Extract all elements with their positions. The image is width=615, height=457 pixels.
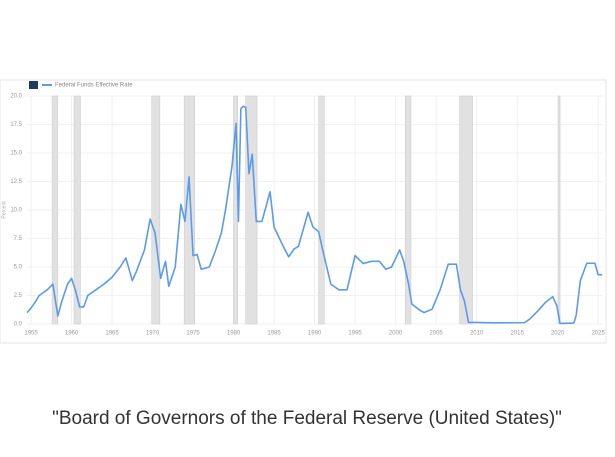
recession-band <box>73 95 81 325</box>
y-tick-label: 20.0 <box>10 94 22 100</box>
y-tick-label: 7.5 <box>14 236 23 242</box>
y-tick-label: 12.5 <box>10 179 22 185</box>
x-tick-label: 2010 <box>470 331 484 337</box>
x-tick-label: 1985 <box>267 331 281 337</box>
x-tick-label: 2005 <box>429 331 443 337</box>
x-tick-label: 1965 <box>105 331 119 337</box>
recession-band <box>459 95 473 325</box>
line-series <box>26 105 603 325</box>
x-tick-label: 2025 <box>591 331 605 337</box>
x-tick-label: 1995 <box>348 331 362 337</box>
y-tick-label: 2.5 <box>14 293 23 299</box>
y-axis-label: Percent <box>1 201 7 219</box>
x-tick-label: 2020 <box>551 331 565 337</box>
x-tick-label: 2000 <box>389 331 403 337</box>
x-tick-label: 1970 <box>146 331 160 337</box>
legend-label: Federal Funds Effective Rate <box>55 83 133 89</box>
recession-band <box>405 95 412 325</box>
x-tick-label: 1955 <box>24 331 38 337</box>
logo <box>29 81 38 89</box>
y-tick-label: 5.0 <box>14 265 23 271</box>
recession-band <box>318 95 325 325</box>
y-tick-label: 15.0 <box>10 151 22 157</box>
recession-band <box>245 95 258 325</box>
recession-band <box>558 95 561 325</box>
recession-band <box>51 95 59 325</box>
y-tick-label: 0.0 <box>14 322 23 328</box>
x-tick-label: 1980 <box>227 331 241 337</box>
recession-band <box>183 95 195 325</box>
recession-band <box>151 95 161 325</box>
chart-frame <box>0 79 607 344</box>
y-tick-label: 17.5 <box>10 122 22 128</box>
caption: "Board of Governors of the Federal Reser… <box>52 408 562 429</box>
x-tick-label: 1960 <box>65 331 79 337</box>
y-tick-label: 10.0 <box>10 208 22 214</box>
x-tick-label: 2015 <box>510 331 524 337</box>
x-tick-label: 1990 <box>308 331 322 337</box>
x-tick-label: 1975 <box>186 331 200 337</box>
